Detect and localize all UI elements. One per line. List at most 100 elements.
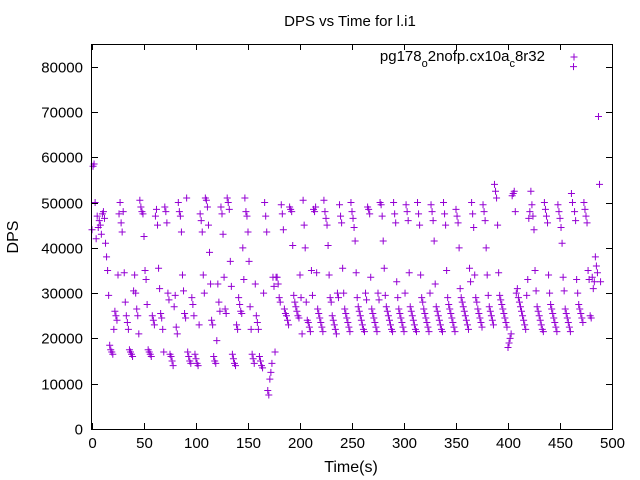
data-point bbox=[548, 305, 556, 313]
data-point bbox=[112, 312, 120, 320]
data-point bbox=[147, 353, 155, 361]
data-point bbox=[386, 321, 394, 329]
data-point bbox=[181, 310, 189, 317]
data-point bbox=[190, 312, 198, 320]
data-point bbox=[334, 294, 342, 302]
data-point bbox=[496, 291, 504, 299]
legend-marker-glyph bbox=[570, 53, 578, 61]
legend-marker bbox=[570, 53, 578, 61]
data-point bbox=[493, 194, 501, 202]
data-point bbox=[227, 282, 235, 290]
data-point bbox=[344, 319, 352, 327]
data-point bbox=[109, 350, 117, 358]
data-point bbox=[371, 319, 379, 327]
data-point bbox=[271, 348, 279, 356]
data-point bbox=[350, 223, 358, 231]
data-point bbox=[511, 208, 519, 216]
data-point bbox=[152, 205, 160, 213]
data-point bbox=[244, 228, 252, 236]
data-point bbox=[377, 201, 385, 209]
data-point bbox=[192, 355, 200, 363]
data-point bbox=[512, 289, 520, 297]
data-point bbox=[573, 276, 581, 284]
data-point bbox=[290, 291, 298, 299]
data-point bbox=[124, 325, 132, 333]
data-point bbox=[550, 314, 558, 322]
data-point bbox=[236, 300, 244, 308]
data-point bbox=[390, 199, 398, 207]
data-point bbox=[312, 203, 320, 211]
data-point bbox=[352, 269, 360, 277]
data-point bbox=[343, 314, 351, 322]
data-point bbox=[142, 276, 150, 284]
data-point bbox=[489, 321, 497, 329]
data-point bbox=[223, 194, 231, 202]
data-point bbox=[504, 343, 512, 351]
data-point bbox=[191, 350, 199, 358]
data-point bbox=[285, 321, 293, 329]
data-point bbox=[461, 312, 469, 320]
data-point bbox=[373, 328, 381, 336]
data-point bbox=[480, 208, 488, 216]
data-point bbox=[545, 271, 553, 279]
data-point bbox=[533, 303, 541, 311]
data-point bbox=[391, 210, 399, 218]
data-point bbox=[526, 208, 534, 216]
x-tick-label: 0 bbox=[88, 435, 96, 452]
y-tick-label: 0 bbox=[75, 422, 83, 439]
data-point bbox=[556, 214, 564, 222]
data-point bbox=[226, 257, 234, 265]
data-point bbox=[356, 312, 364, 320]
data-point bbox=[462, 316, 470, 324]
data-point bbox=[540, 199, 548, 207]
data-point bbox=[221, 305, 229, 313]
data-point bbox=[523, 291, 531, 299]
data-point bbox=[539, 328, 547, 336]
data-point bbox=[549, 310, 557, 317]
data-point bbox=[591, 253, 599, 261]
data-point bbox=[467, 278, 475, 286]
data-point bbox=[99, 208, 107, 216]
data-point bbox=[416, 221, 424, 229]
data-point bbox=[455, 244, 463, 252]
data-point bbox=[358, 321, 366, 329]
data-point bbox=[118, 228, 126, 236]
data-point bbox=[208, 316, 216, 324]
data-point bbox=[466, 264, 474, 272]
data-point bbox=[189, 300, 197, 308]
data-point bbox=[302, 298, 310, 306]
data-point bbox=[171, 291, 179, 299]
data-point bbox=[317, 319, 325, 327]
data-point bbox=[382, 303, 390, 311]
data-point bbox=[423, 319, 431, 327]
data-point bbox=[473, 298, 481, 306]
data-point bbox=[248, 350, 256, 358]
data-point bbox=[327, 298, 335, 306]
data-point bbox=[341, 305, 349, 313]
data-point bbox=[400, 328, 408, 336]
data-point bbox=[288, 208, 296, 216]
legend-label: pg178o2nofp.cx10ac8r32 bbox=[380, 48, 545, 70]
data-point bbox=[433, 307, 441, 315]
data-point bbox=[452, 205, 460, 213]
data-point bbox=[435, 316, 443, 324]
data-point bbox=[360, 328, 368, 336]
data-point bbox=[469, 210, 477, 218]
data-point bbox=[132, 289, 140, 297]
data-point bbox=[346, 328, 354, 336]
data-point bbox=[185, 353, 193, 361]
data-point bbox=[500, 310, 508, 317]
data-point bbox=[234, 325, 242, 333]
data-point bbox=[389, 328, 397, 336]
y-tick-label: 30000 bbox=[41, 286, 83, 303]
data-point bbox=[196, 210, 204, 218]
data-point bbox=[402, 201, 410, 209]
data-point bbox=[445, 300, 453, 308]
data-point bbox=[175, 208, 183, 216]
data-point bbox=[110, 325, 118, 333]
data-point bbox=[532, 287, 540, 295]
data-point bbox=[505, 339, 513, 347]
data-point bbox=[588, 273, 596, 281]
data-point bbox=[544, 219, 552, 227]
